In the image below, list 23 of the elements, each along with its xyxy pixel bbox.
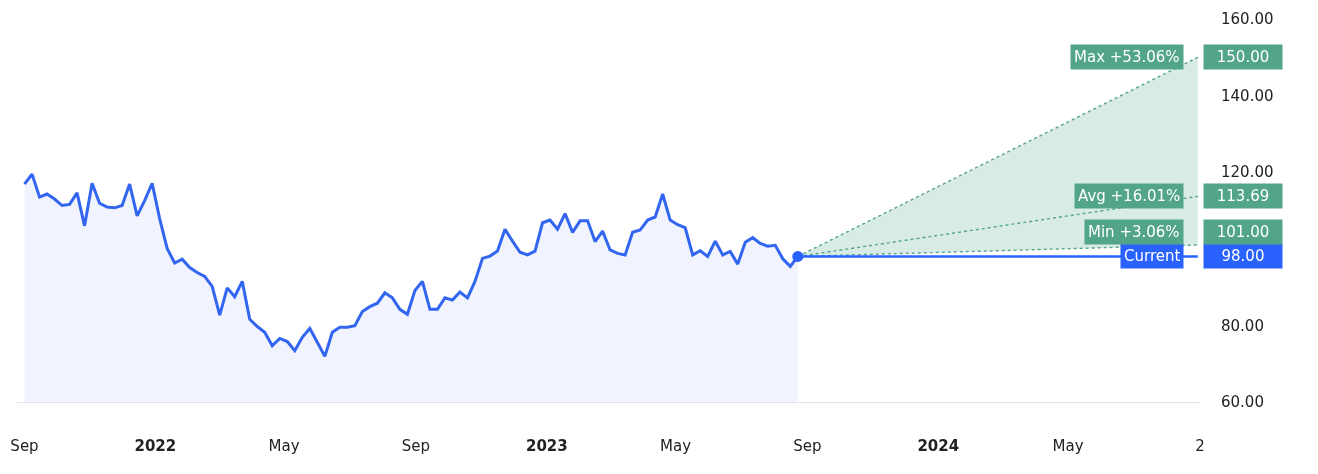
y-tick-label: 140.00 — [1221, 86, 1274, 105]
series-label: Min +3.06% — [1088, 223, 1180, 241]
x-tick-label: Sep — [401, 437, 431, 455]
y-tick-label: 160.00 — [1221, 10, 1274, 29]
y-tick-label: 80.00 — [1221, 316, 1264, 335]
x-tick-label: Sep — [10, 437, 39, 455]
x-tick-label: Sep — [793, 437, 822, 455]
x-tick-label: 2022 — [134, 437, 177, 455]
y-tick-label: 60.00 — [1221, 393, 1264, 412]
x-tick-label: May — [268, 437, 300, 455]
data-label: 98.00 — [1221, 247, 1265, 265]
data-label: 113.69 — [1216, 187, 1270, 205]
x-tick-label: 2023 — [525, 437, 568, 455]
y-tick-label: 120.00 — [1221, 163, 1274, 182]
x-tick-label: 2 — [1195, 437, 1205, 455]
x-tick-label: 2024 — [917, 437, 960, 455]
series-label: Max +53.06% — [1074, 48, 1180, 66]
x-tick-label: May — [1052, 437, 1084, 455]
series-label: Avg +16.01% — [1078, 187, 1181, 205]
data-label: 101.00 — [1216, 223, 1270, 241]
x-tick-label: May — [660, 437, 692, 455]
series-label: Current — [1124, 247, 1181, 265]
data-label: 150.00 — [1216, 48, 1270, 66]
